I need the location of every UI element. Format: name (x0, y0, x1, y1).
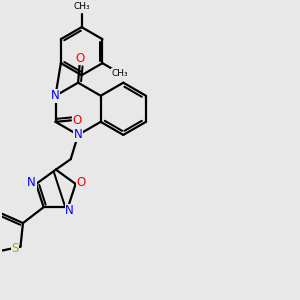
Text: N: N (51, 89, 60, 102)
Text: N: N (65, 204, 74, 217)
Text: O: O (76, 176, 86, 189)
Text: O: O (75, 52, 84, 65)
Text: CH₃: CH₃ (73, 2, 90, 11)
Text: N: N (27, 176, 36, 189)
Text: S: S (11, 242, 19, 255)
Text: O: O (73, 114, 82, 127)
Text: CH₃: CH₃ (112, 69, 128, 78)
Text: N: N (74, 128, 82, 141)
